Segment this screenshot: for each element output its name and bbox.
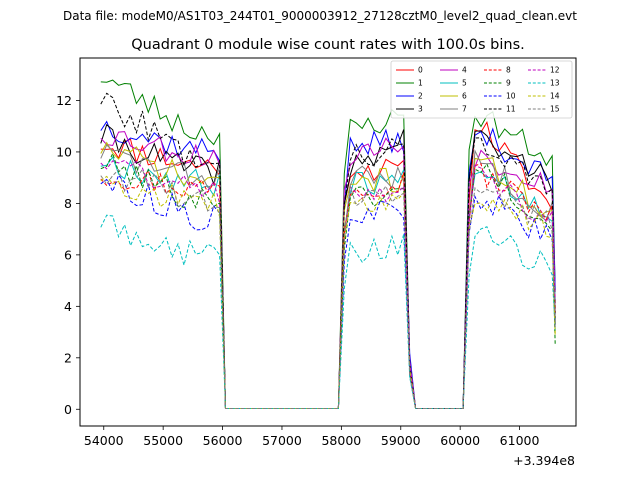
axes-frame <box>79 57 577 427</box>
legend-label-8: 8 <box>506 66 511 75</box>
y-tick-label: 2 <box>64 350 72 365</box>
y-axis: 0 2 4 6 8 10 12 <box>56 93 80 417</box>
legend-label-5: 5 <box>462 79 467 88</box>
series-line-12 <box>100 159 556 409</box>
legend-label-3: 3 <box>418 105 423 114</box>
legend-label-12: 12 <box>550 66 560 75</box>
series-line-4 <box>100 131 556 409</box>
legend-label-7: 7 <box>462 105 467 114</box>
series-line-15 <box>100 168 556 409</box>
series-line-5 <box>100 156 556 409</box>
x-tick-label: 58000 <box>321 433 361 448</box>
y-tick-label: 10 <box>56 144 72 159</box>
chart-title: Quadrant 0 module wise count rates with … <box>131 37 525 53</box>
series-line-9 <box>100 152 556 409</box>
legend-label-0: 0 <box>418 66 423 75</box>
y-tick-label: 4 <box>64 299 72 314</box>
series-line-1 <box>100 79 556 409</box>
y-tick-label: 8 <box>64 196 72 211</box>
x-tick-label: 60000 <box>440 433 480 448</box>
legend-label-9: 9 <box>506 79 511 88</box>
legend-label-6: 6 <box>462 92 467 101</box>
series-line-11 <box>100 92 556 409</box>
legend-label-15: 15 <box>550 105 560 114</box>
series-line-8 <box>100 163 556 409</box>
legend-box <box>390 60 573 119</box>
y-tick-label: 6 <box>64 247 72 262</box>
legend-label-14: 14 <box>550 92 560 101</box>
x-tick-label: 55000 <box>143 433 183 448</box>
series-line-13 <box>100 214 556 409</box>
plot-lines <box>100 79 556 409</box>
x-tick-label: 56000 <box>203 433 243 448</box>
y-tick-label: 0 <box>64 402 72 417</box>
x-tick-label: 57000 <box>262 433 302 448</box>
x-tick-label: 61000 <box>500 433 540 448</box>
x-tick-label: 54000 <box>84 433 124 448</box>
legend-label-11: 11 <box>506 105 516 114</box>
legend-label-10: 10 <box>506 92 516 101</box>
x-tick-label: 59000 <box>381 433 421 448</box>
series-line-6 <box>100 141 556 409</box>
x-offset-label: +3.394e8 <box>513 453 575 468</box>
legend-label-13: 13 <box>550 79 560 88</box>
legend-label-2: 2 <box>418 92 423 101</box>
legend-label-4: 4 <box>462 66 467 75</box>
y-tick-label: 12 <box>56 93 72 108</box>
chart-suptitle: Data file: modeM0/AS1T03_244T01_90000039… <box>63 9 577 23</box>
x-axis: 54000 55000 56000 57000 58000 59000 60000 61000 <box>84 426 540 448</box>
legend-label-1: 1 <box>418 79 423 88</box>
series-line-14 <box>100 175 556 409</box>
